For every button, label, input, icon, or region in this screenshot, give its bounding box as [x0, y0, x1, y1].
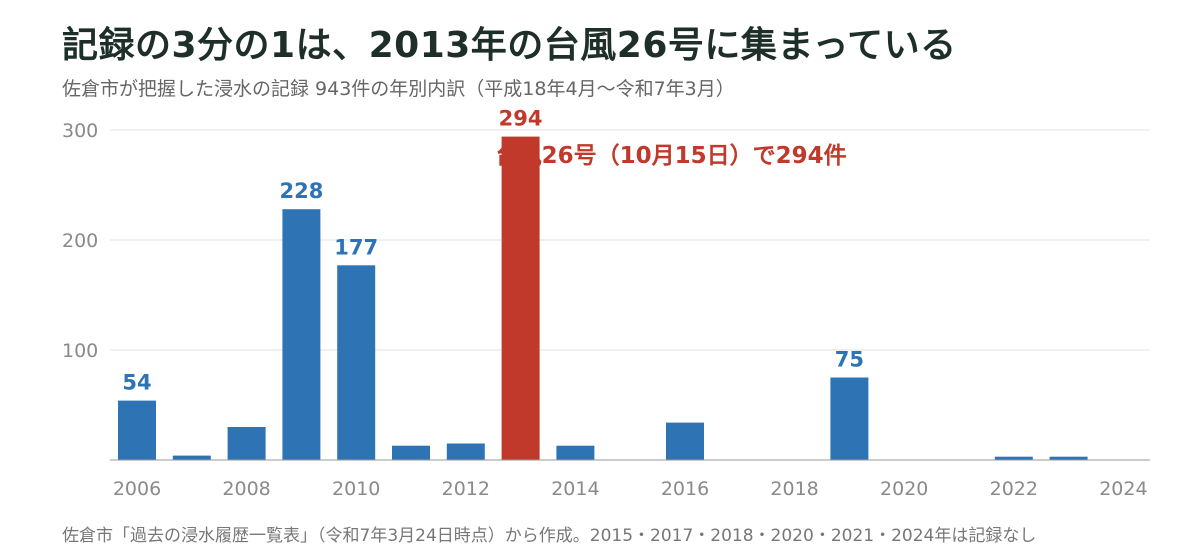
- bar-2011: [392, 445, 430, 460]
- bar-2016: [666, 422, 704, 460]
- value-label-2006: 54: [122, 371, 151, 395]
- y-axis-ticks: 100 200 300: [62, 120, 98, 362]
- x-tick-label-2008: 2008: [222, 478, 270, 500]
- y-tick-label-100: 100: [62, 340, 98, 362]
- y-tick-label-300: 300: [62, 120, 98, 142]
- x-tick-label-2016: 2016: [661, 478, 709, 500]
- x-axis-ticks: 2006 2008 2010 2012 2014 2016 2018 2020 2022 2024: [113, 478, 1148, 500]
- source-footnote: 佐倉市「過去の浸水履歴一覧表」（令和7年3月24日時点）から作成。2015・20…: [62, 526, 1037, 546]
- value-label-2010: 177: [334, 235, 378, 259]
- bar-2010: [337, 265, 376, 460]
- x-tick-label-2006: 2006: [113, 478, 161, 500]
- x-tick-label-2010: 2010: [332, 478, 380, 500]
- bar-2023: [1049, 456, 1088, 460]
- chart-title: 記録の3分の1は、2013年の台風26号に集まっている: [62, 25, 957, 66]
- x-tick-label-2020: 2020: [880, 478, 928, 500]
- x-tick-label-2022: 2022: [990, 478, 1038, 500]
- x-tick-label-2014: 2014: [551, 478, 599, 500]
- value-labels: 54 228 177 294 75: [122, 107, 864, 395]
- value-label-2019: 75: [835, 348, 864, 372]
- x-tick-label-2024: 2024: [1099, 478, 1147, 500]
- bar-2022: [994, 456, 1033, 460]
- bar-2012: [446, 443, 485, 460]
- bar-2007: [172, 455, 211, 460]
- x-tick-label-2012: 2012: [442, 478, 490, 500]
- chart-subtitle: 佐倉市が把握した浸水の記録 943件の年別内訳（平成18年4月〜令和7年3月）: [62, 78, 735, 100]
- bar-2009: [282, 209, 321, 460]
- bar-2019: [830, 377, 869, 460]
- annotation-typhoon-26: 台風26号（10月15日）で294件: [496, 142, 847, 169]
- bar-2006: [118, 400, 156, 460]
- bar-2014: [556, 445, 595, 460]
- bars: [118, 136, 1088, 460]
- value-label-2009: 228: [279, 179, 323, 203]
- bar-2008: [227, 427, 266, 460]
- value-label-2013: 294: [499, 107, 543, 131]
- bar-2013: [501, 136, 540, 460]
- y-tick-label-200: 200: [62, 230, 98, 252]
- x-tick-label-2018: 2018: [770, 478, 818, 500]
